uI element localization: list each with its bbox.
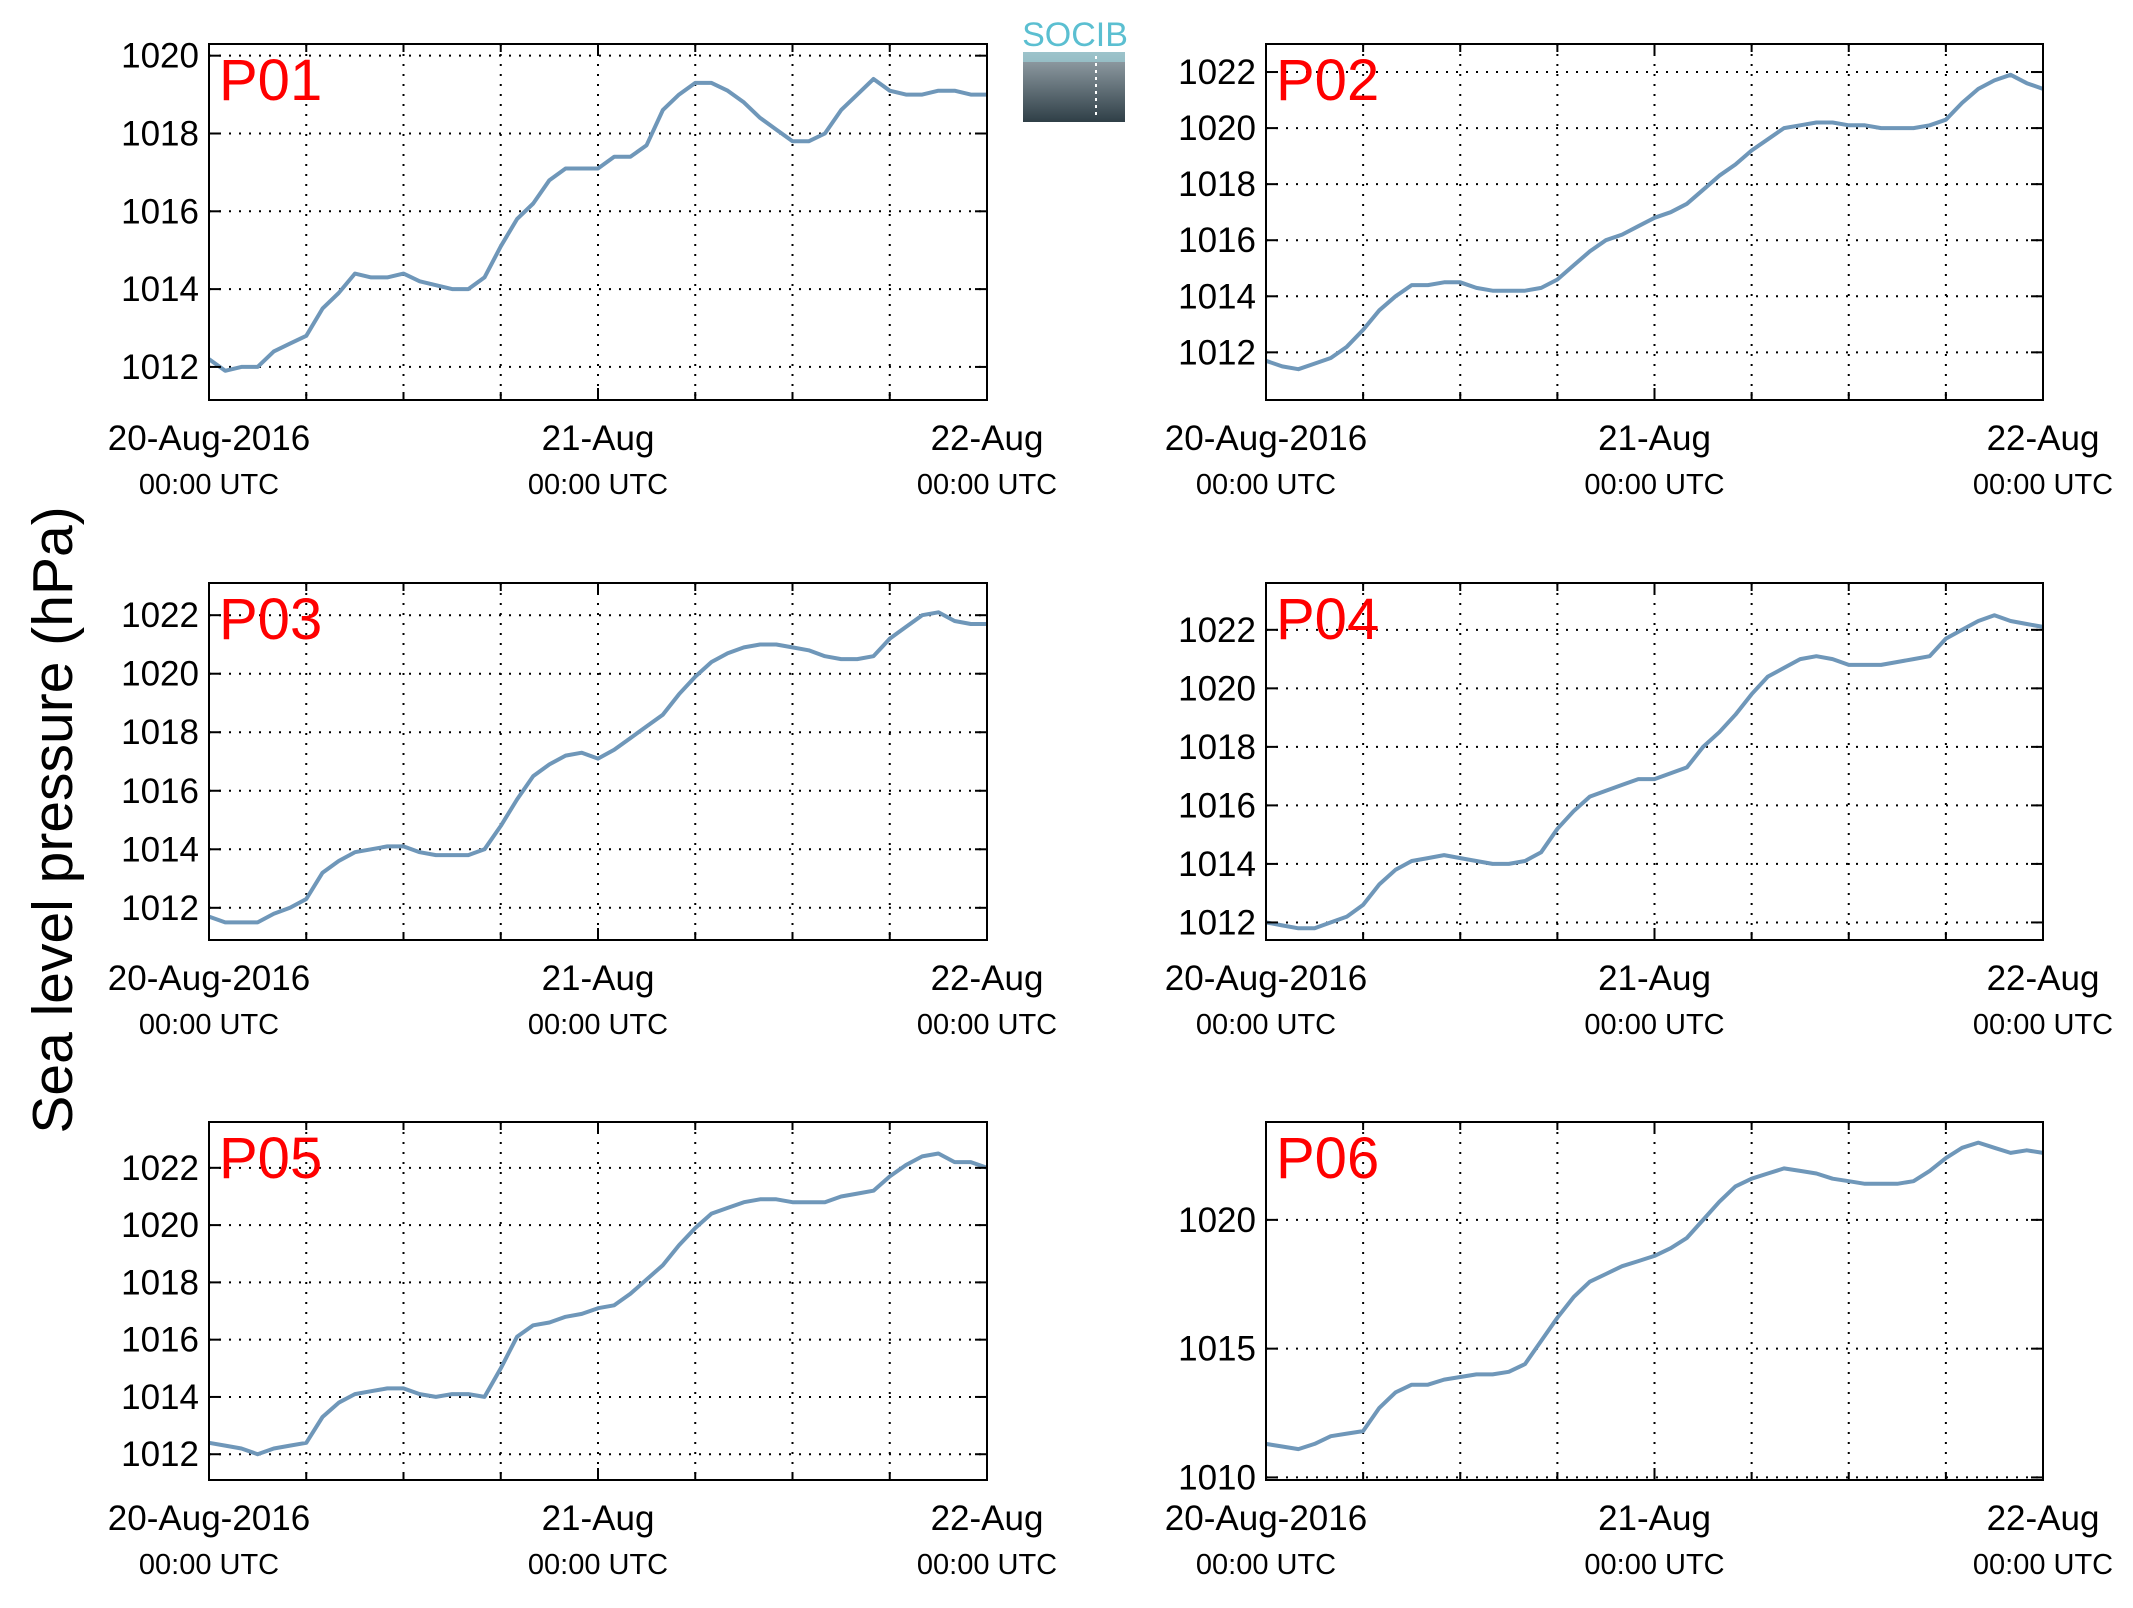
x-tick-label: 22-Aug [931,419,1044,458]
x-tick-sublabel: 00:00 UTC [1196,1549,1336,1581]
y-tick-label: 1020 [121,1206,199,1245]
y-tick-label: 1016 [1178,786,1256,825]
y-tick-label: 1018 [1178,165,1256,204]
panel-label: P05 [219,1126,322,1191]
x-tick-sublabel: 00:00 UTC [139,469,279,501]
x-tick-label: 21-Aug [542,959,655,998]
x-tick-label: 22-Aug [1987,959,2100,998]
y-axis-label: Sea level pressure (hPa) [21,506,85,1133]
x-tick-label: 22-Aug [931,1499,1044,1538]
series-line-p04 [1265,613,2044,931]
y-tick-label: 1014 [121,270,199,309]
y-tick-label: 1010 [1178,1458,1256,1497]
y-tick-label: 1012 [121,889,199,928]
x-tick-label: 20-Aug-2016 [1165,959,1367,998]
y-tick-label: 1012 [121,348,199,387]
x-tick-label: 20-Aug-2016 [1165,1499,1367,1538]
y-tick-label: 1018 [1178,728,1256,767]
panel-label: P02 [1276,48,1379,113]
panel-label: P04 [1276,587,1379,652]
x-tick-sublabel: 00:00 UTC [917,1009,1057,1041]
x-tick-sublabel: 00:00 UTC [1973,469,2113,501]
x-tick-sublabel: 00:00 UTC [1584,1009,1724,1041]
x-tick-label: 21-Aug [542,419,655,458]
y-tick-label: 1015 [1178,1330,1256,1369]
x-tick-sublabel: 00:00 UTC [1973,1549,2113,1581]
x-tick-sublabel: 00:00 UTC [139,1549,279,1581]
x-tick-sublabel: 00:00 UTC [917,1549,1057,1581]
x-tick-label: 21-Aug [1598,1499,1711,1538]
panel-p06: 20-Aug-2016 00:00 UTC 21-Aug 00:00 UTC 22-Au… [1165,1121,2113,1581]
y-tick-label: 1012 [1178,333,1256,372]
x-tick-sublabel: 00:00 UTC [528,1549,668,1581]
y-tick-label: 1014 [121,830,199,869]
series-line-p02 [1265,72,2044,372]
series-line-p05 [208,1151,988,1457]
panel-p01: 20-Aug-2016 00:00 UTC 21-Aug 00:00 UTC 22-Au… [108,37,1057,501]
x-tick-sublabel: 00:00 UTC [1584,1549,1724,1581]
panel-p05: 20-Aug-2016 00:00 UTC 21-Aug 00:00 UTC 22-Au… [108,1121,1057,1581]
x-tick-sublabel: 00:00 UTC [528,1009,668,1041]
x-tick-label: 20-Aug-2016 [108,959,310,998]
x-tick-sublabel: 00:00 UTC [1973,1009,2113,1041]
panel-p03: 20-Aug-2016 00:00 UTC 21-Aug 00:00 UTC 22-Au… [108,582,1057,1041]
x-tick-label: 20-Aug-2016 [1165,419,1367,458]
y-tick-label: 1014 [1178,845,1256,884]
series-line-p03 [208,610,987,925]
series-line-p06 [1265,1140,2044,1452]
x-tick-sublabel: 00:00 UTC [139,1009,279,1041]
socib-logo: SOCIB [1022,16,1128,122]
x-tick-label: 20-Aug-2016 [108,1499,310,1538]
x-tick-label: 21-Aug [1598,959,1711,998]
y-tick-label: 1020 [1178,109,1256,148]
x-tick-label: 21-Aug [1598,419,1711,458]
y-tick-label: 1018 [121,114,199,153]
x-tick-sublabel: 00:00 UTC [1196,469,1336,501]
y-tick-label: 1022 [1178,53,1256,92]
y-tick-label: 1020 [1178,669,1256,708]
y-tick-label: 1018 [121,713,199,752]
x-tick-label: 22-Aug [931,959,1044,998]
y-tick-label: 1020 [1178,1201,1256,1240]
series-line-p01 [207,77,987,373]
panel-label: P01 [219,48,322,113]
y-tick-label: 1016 [121,1321,199,1360]
y-tick-label: 1016 [1178,221,1256,260]
x-tick-sublabel: 00:00 UTC [1196,1009,1336,1041]
y-tick-label: 1018 [121,1263,199,1302]
y-tick-label: 1016 [121,772,199,811]
y-tick-label: 1020 [121,655,199,694]
x-tick-label: 21-Aug [542,1499,655,1538]
y-tick-label: 1012 [121,1435,199,1474]
y-tick-label: 1014 [1178,277,1256,316]
panel-p04: 20-Aug-2016 00:00 UTC 21-Aug 00:00 UTC 22-Au… [1165,582,2113,1041]
y-tick-label: 1020 [121,37,199,76]
y-tick-label: 1016 [121,192,199,231]
y-tick-label: 1022 [1178,611,1256,650]
x-tick-label: 20-Aug-2016 [108,419,310,458]
x-tick-sublabel: 00:00 UTC [917,469,1057,501]
logo-text: SOCIB [1022,16,1128,54]
x-tick-label: 22-Aug [1987,419,2100,458]
y-tick-label: 1012 [1178,903,1256,942]
y-tick-label: 1014 [121,1378,199,1417]
panel-label: P03 [219,587,322,652]
x-tick-label: 22-Aug [1987,1499,2100,1538]
panel-p02: 20-Aug-2016 00:00 UTC 21-Aug 00:00 UTC 22-Au… [1165,43,2113,501]
y-tick-label: 1022 [121,1149,199,1188]
y-tick-label: 1022 [121,596,199,635]
panel-label: P06 [1276,1126,1379,1191]
x-tick-sublabel: 00:00 UTC [1584,469,1724,501]
x-tick-sublabel: 00:00 UTC [528,469,668,501]
